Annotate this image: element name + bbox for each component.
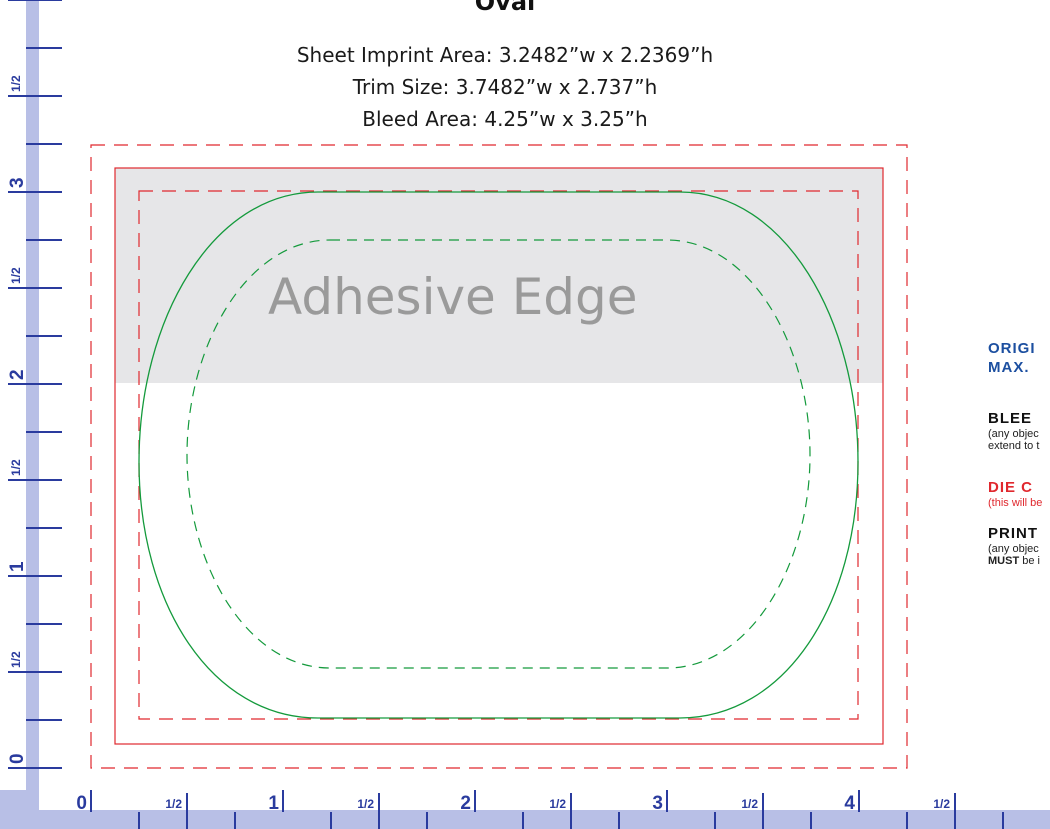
legend-die-cut: DIE C (this will be	[988, 478, 1042, 509]
legend-print-must: MUST	[988, 555, 1020, 567]
legend-bleed: BLEE (any objec extend to t	[988, 409, 1039, 452]
left-ruler-inch-label: 1	[7, 561, 28, 572]
left-ruler-inch-label: 3	[7, 177, 28, 188]
oval-die-cut	[138, 191, 859, 719]
bottom-ruler-inch-label: 2	[460, 793, 471, 814]
left-ruler	[26, 0, 39, 790]
bottom-ruler-inch-label: 3	[652, 793, 663, 814]
legend-original: ORIGI MAX.	[988, 339, 1036, 377]
bottom-ruler-half-label: 1/2	[741, 797, 758, 811]
bottom-ruler-inch-label: 0	[76, 793, 87, 814]
legend-bleed-note1: (any objec	[988, 428, 1039, 440]
trim-outline	[114, 167, 884, 745]
left-ruler-ticks: 01/211/221/231/24	[7, 0, 62, 769]
bottom-ruler-inch-label: 4	[844, 793, 855, 814]
imprint-area-spec: Sheet Imprint Area: 3.2482”w x 2.2369”h	[296, 43, 714, 67]
bottom-ruler-half-label: 1/2	[549, 797, 566, 811]
trim-size-spec: Trim Size: 3.7482”w x 2.737”h	[352, 75, 658, 99]
left-ruler-inch-label: 0	[7, 753, 28, 764]
legend-print-note1: (any objec	[988, 543, 1039, 555]
legend-original-line2: MAX.	[988, 359, 1030, 376]
bleed-area-spec: Bleed Area: 4.25”w x 3.25”h	[362, 107, 648, 131]
legend-die-cut-head: DIE C	[988, 479, 1034, 496]
left-ruler-inch-label: 2	[7, 369, 28, 380]
legend-bleed-head: BLEE	[988, 410, 1033, 427]
legend-bleed-note2: extend to t	[988, 440, 1040, 452]
page-title: Oval	[474, 0, 536, 16]
bottom-ruler-inch-label: 1	[268, 793, 279, 814]
left-ruler-half-label: 1/2	[9, 459, 23, 476]
legend-die-cut-note: (this will be	[988, 497, 1043, 509]
bottom-ruler-half-label: 1/2	[933, 797, 950, 811]
bottom-ruler	[0, 810, 1050, 829]
bleed-area-outline	[90, 144, 908, 769]
left-ruler-half-label: 1/2	[9, 267, 23, 284]
bottom-ruler-half-label: 1/2	[357, 797, 374, 811]
legend-original-line1: ORIGI	[988, 340, 1036, 357]
left-ruler-half-label: 1/2	[9, 75, 23, 92]
legend-print-head: PRINT	[988, 525, 1038, 542]
left-ruler-half-label: 1/2	[9, 651, 23, 668]
bottom-ruler-ticks: 0 1/2 1 1/2 2 1/2 3 1/2 4 1/2	[76, 790, 1004, 829]
legend-print-note2: MUST be i	[988, 555, 1040, 567]
oval-safe-area	[186, 239, 811, 669]
legend-print: PRINT (any objec MUST be i	[988, 524, 1040, 567]
adhesive-edge-label: Adhesive Edge	[268, 268, 638, 326]
bottom-ruler-half-label: 1/2	[165, 797, 182, 811]
adhesive-edge-band	[115, 168, 883, 383]
legend-print-note2-rest: be i	[1019, 555, 1040, 567]
